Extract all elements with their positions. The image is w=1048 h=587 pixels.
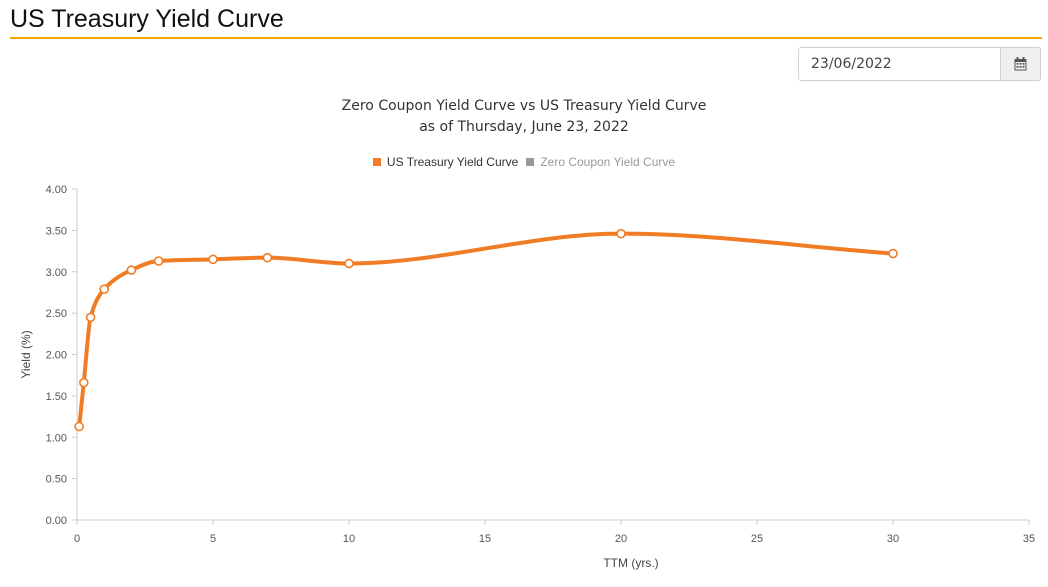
legend-swatch-zero-coupon: [526, 158, 535, 166]
chart-title: Zero Coupon Yield Curve vs US Treasury Y…: [341, 98, 707, 114]
data-point: [99, 284, 109, 294]
y-axis-title: Yield (%): [19, 330, 33, 378]
legend-item-zero-coupon[interactable]: Zero Coupon Yield Curve: [526, 155, 675, 169]
x-tick-label: 30: [887, 533, 899, 545]
page-header: US Treasury Yield Curve: [10, 0, 1042, 39]
date-picker[interactable]: [798, 47, 1041, 81]
calendar-icon: [1014, 57, 1027, 71]
chart-legend: US Treasury Yield Curve Zero Coupon Yiel…: [0, 155, 1048, 169]
data-point: [85, 312, 96, 323]
data-point: [888, 248, 898, 259]
y-tick-label: 2.50: [46, 308, 67, 320]
legend-label-zero-coupon: Zero Coupon Yield Curve: [540, 155, 676, 169]
legend-item-treasury[interactable]: US Treasury Yield Curve: [372, 155, 519, 169]
data-point: [79, 377, 89, 388]
y-tick-label: 0.50: [46, 474, 67, 486]
x-tick-label: 15: [479, 533, 491, 545]
data-point: [153, 256, 164, 266]
x-tick-label: 0: [74, 533, 80, 545]
date-input[interactable]: [799, 48, 1000, 80]
calendar-button[interactable]: [1000, 48, 1040, 80]
y-tick-label: 1.00: [46, 432, 67, 444]
page-title: US Treasury Yield Curve: [10, 5, 284, 33]
x-tick-label: 10: [343, 533, 355, 545]
x-tick-label: 35: [1023, 533, 1035, 545]
x-tick-label: 20: [615, 533, 627, 545]
y-tick-label: 4.00: [46, 184, 67, 196]
data-point: [126, 265, 137, 275]
y-tick-label: 3.00: [46, 267, 67, 279]
data-point: [208, 254, 218, 265]
legend-swatch-treasury: [372, 158, 381, 166]
data-point: [262, 252, 273, 263]
legend-label-treasury: US Treasury Yield Curve: [386, 155, 519, 169]
y-tick-label: 2.00: [46, 350, 67, 362]
x-axis-title: TTM (yrs.): [603, 556, 658, 570]
y-tick-label: 0.00: [46, 515, 67, 527]
y-tick-label: 1.50: [46, 391, 67, 403]
y-tick-label: 3.50: [46, 225, 67, 237]
data-point: [616, 228, 626, 239]
data-point: [74, 421, 84, 432]
x-tick-label: 5: [210, 533, 216, 545]
chart-subtitle: as of Thursday, June 23, 2022: [419, 119, 629, 135]
series-line-treasury: [77, 231, 895, 429]
x-tick-label: 25: [751, 533, 763, 545]
data-point: [344, 258, 354, 269]
